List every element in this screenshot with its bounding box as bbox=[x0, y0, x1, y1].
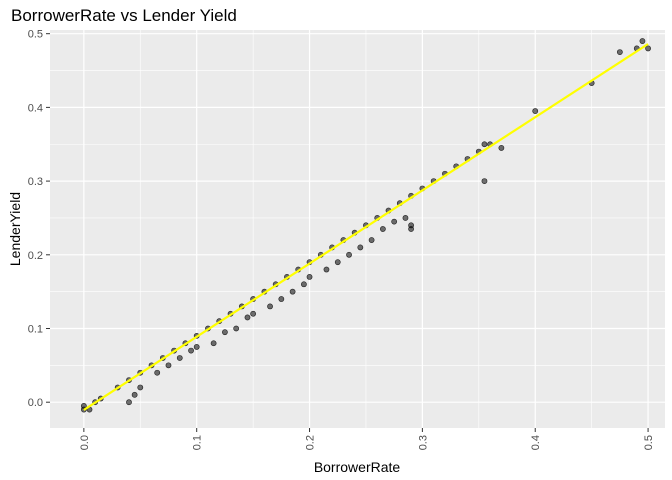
x-tick-label: 0.1 bbox=[192, 435, 204, 450]
data-point bbox=[368, 237, 375, 243]
data-point bbox=[532, 108, 539, 114]
data-point bbox=[645, 45, 651, 52]
y-tick-label: 0.5 bbox=[28, 29, 43, 41]
chart-title: BorrowerRate vs Lender Yield bbox=[11, 6, 237, 25]
data-point bbox=[250, 310, 257, 317]
x-tick-label: 0.0 bbox=[79, 435, 91, 450]
data-point bbox=[222, 329, 228, 336]
data-point bbox=[137, 384, 144, 391]
data-point bbox=[278, 296, 285, 302]
data-point bbox=[346, 251, 352, 258]
y-tick-label: 0.4 bbox=[28, 102, 43, 114]
data-point bbox=[323, 266, 330, 273]
x-axis-title: BorrowerRate bbox=[314, 459, 401, 475]
data-point bbox=[334, 259, 341, 266]
data-point bbox=[233, 325, 240, 332]
data-point bbox=[126, 399, 132, 406]
data-point bbox=[357, 244, 364, 251]
data-point bbox=[391, 218, 398, 225]
y-tick-label: 0.2 bbox=[28, 250, 43, 262]
data-point bbox=[244, 314, 251, 321]
y-axis-title: LenderYield bbox=[7, 192, 23, 266]
data-point bbox=[176, 355, 183, 361]
data-point bbox=[498, 145, 505, 151]
data-point bbox=[131, 391, 138, 398]
x-tick-label: 0.4 bbox=[530, 435, 542, 450]
data-point bbox=[402, 215, 409, 221]
data-point bbox=[165, 362, 172, 369]
data-point bbox=[639, 38, 646, 44]
data-point bbox=[80, 402, 87, 409]
data-point bbox=[267, 303, 273, 310]
data-point bbox=[306, 274, 313, 280]
y-tick-label: 0.0 bbox=[28, 397, 43, 409]
data-point bbox=[300, 281, 307, 288]
data-point bbox=[188, 347, 194, 354]
y-tick-labels: 0.0 0.1 0.2 0.3 0.4 0.5 bbox=[28, 29, 50, 409]
x-tick-labels: 0.0 0.1 0.2 0.3 0.4 0.5 bbox=[79, 428, 655, 450]
data-point bbox=[481, 141, 488, 148]
x-tick-label: 0.2 bbox=[305, 435, 317, 450]
plot-panel bbox=[50, 30, 665, 428]
y-tick-label: 0.1 bbox=[28, 324, 43, 336]
data-point bbox=[481, 178, 488, 184]
data-point bbox=[408, 226, 415, 232]
data-point bbox=[379, 226, 386, 232]
x-tick-label: 0.3 bbox=[417, 435, 429, 450]
x-tick-label: 0.5 bbox=[643, 435, 655, 450]
data-point bbox=[154, 369, 161, 376]
y-tick-label: 0.3 bbox=[28, 176, 43, 188]
data-point bbox=[289, 288, 296, 295]
data-point bbox=[616, 49, 623, 56]
data-point bbox=[193, 344, 200, 350]
trend-line bbox=[83, 43, 649, 411]
data-point bbox=[210, 340, 217, 347]
